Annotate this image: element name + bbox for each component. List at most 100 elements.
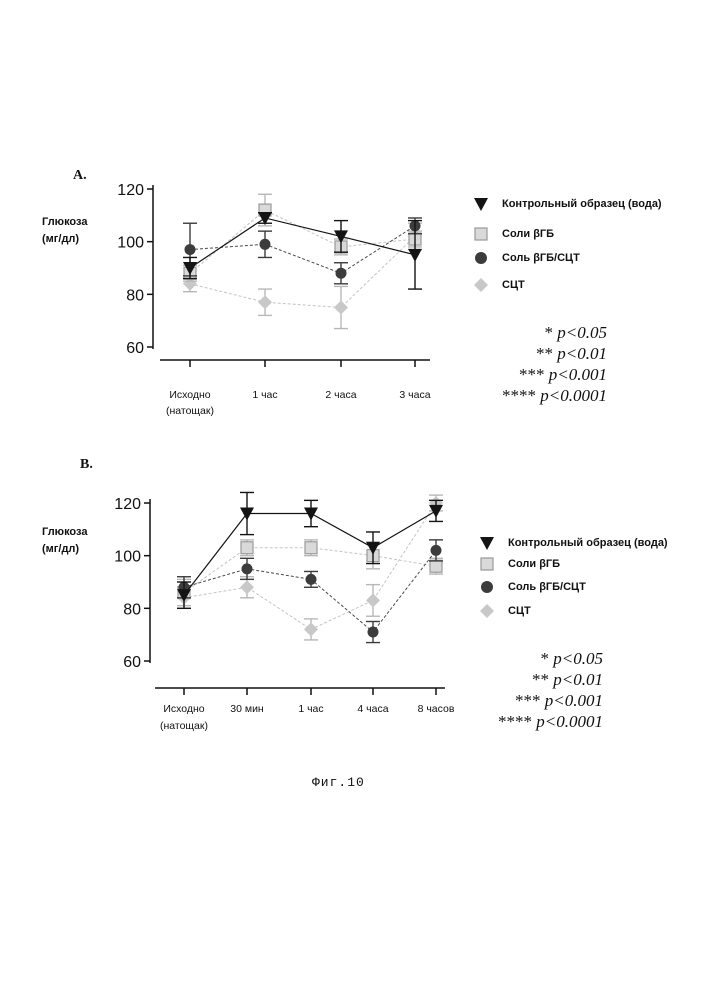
data-point-triangle-down	[240, 507, 254, 521]
significance-text: p<0.05	[557, 323, 607, 342]
data-point-triangle-down	[366, 541, 380, 555]
x-tick-label: 4 часа	[357, 703, 388, 715]
significance-stars: *	[540, 649, 550, 668]
significance-stars: **	[532, 670, 550, 689]
series-triangle-down	[183, 211, 422, 290]
data-point-triangle-down	[304, 507, 318, 521]
chart-panel-b: 60 80 100 120 Исходно (натощак) 30 мин 1 час 4 ч…	[114, 491, 455, 732]
panel-a-y-axis-title: Глюкоза (мг/дл)	[42, 214, 87, 248]
series-line	[189, 225, 416, 274]
series-line	[183, 547, 437, 593]
x-tick-label: Исходно	[169, 389, 210, 401]
series-line	[189, 209, 416, 274]
significance-row: *** p<0.001	[498, 690, 603, 711]
legend-label: Контрольный образец (вода)	[508, 537, 668, 549]
panel-a-legend-item-bhb-salts: Соли βГБ	[468, 226, 554, 242]
circle-icon	[468, 250, 494, 266]
data-point-triangle-down	[408, 248, 422, 262]
series-square	[177, 539, 443, 607]
figure-caption: Фиг.10	[312, 775, 365, 790]
legend-label: Контрольный образец (вода)	[502, 198, 662, 210]
significance-text: p<0.0001	[536, 712, 603, 731]
panel-a-y-axis-title-text: Глюкоза (мг/дл)	[42, 216, 88, 245]
legend-label: СЦТ	[508, 605, 531, 617]
significance-stars: ****	[502, 386, 537, 405]
significance-text: p<0.05	[553, 649, 603, 668]
data-point-diamond	[366, 593, 380, 608]
x-tick-label: 30 мин	[230, 703, 264, 715]
x-tick-label: 1 час	[298, 703, 323, 715]
data-point-triangle-down	[258, 211, 272, 225]
y-tick-label: 60	[123, 654, 141, 671]
data-point-diamond	[304, 622, 318, 637]
series-line	[189, 236, 416, 309]
data-point-circle	[305, 573, 317, 585]
legend-label: Соли βГБ	[508, 558, 561, 570]
panel-a-significance-key: * p<0.05 ** p<0.01 *** p<0.001 **** p<0.…	[502, 322, 607, 406]
panel-b-legend-item-bhb-mct: Соль βГБ/СЦТ	[474, 579, 586, 595]
panel-b-legend-item-bhb-salts: Соли βГБ	[474, 556, 560, 572]
series-line	[189, 217, 416, 269]
significance-stars: ***	[515, 691, 541, 710]
significance-row: *** p<0.001	[502, 364, 607, 385]
significance-row: **** p<0.0001	[502, 385, 607, 406]
x-tick-label: Исходно	[163, 703, 204, 715]
significance-text: p<0.001	[548, 365, 607, 384]
significance-row: * p<0.05	[498, 648, 603, 669]
significance-stars: *	[544, 323, 554, 342]
y-tick-label: 120	[114, 496, 141, 513]
y-tick-label: 60	[126, 340, 144, 357]
data-point-circle	[430, 544, 442, 556]
data-point-triangle-down	[334, 230, 348, 244]
chart-panel-a: 60 80 100 120 Исходно (натощак) 1 час 2 часа 3 ч…	[117, 182, 430, 417]
data-point-circle	[241, 563, 253, 575]
panel-b-y-axis-title: Глюкоза (мг/дл)	[42, 524, 87, 558]
x-tick-label: 2 часа	[325, 389, 356, 401]
panel-a-legend-item-control: Контрольный образец (вода)	[468, 196, 662, 212]
data-point-diamond	[183, 276, 197, 291]
x-tick-label: (натощак)	[166, 405, 214, 417]
panel-a-label: A.	[73, 168, 87, 183]
diamond-icon	[468, 277, 494, 293]
data-point-circle	[367, 626, 379, 638]
data-point-triangle-down	[429, 504, 443, 518]
significance-row: ** p<0.01	[502, 343, 607, 364]
x-tick-label: 3 часа	[399, 389, 430, 401]
y-tick-label: 120	[117, 182, 144, 199]
data-point-circle	[335, 267, 347, 279]
data-point-circle	[259, 238, 271, 250]
x-tick-label: (натощак)	[160, 720, 208, 732]
significance-text: p<0.001	[544, 691, 603, 710]
x-tick-label: 8 часов	[418, 703, 455, 715]
square-icon	[468, 226, 494, 242]
triangle-down-icon	[468, 196, 494, 212]
legend-label: СЦТ	[502, 279, 525, 291]
series-triangle-down	[177, 491, 443, 610]
x-tick-label: 1 час	[252, 389, 277, 401]
square-icon	[474, 556, 500, 572]
legend-label: Соль βГБ/СЦТ	[508, 581, 586, 593]
significance-text: p<0.01	[557, 344, 607, 363]
data-point-diamond	[258, 295, 272, 310]
panel-b-y-axis-title-text: Глюкоза (мг/дл)	[42, 526, 88, 555]
data-point-diamond	[240, 580, 254, 595]
y-tick-label: 80	[126, 287, 144, 304]
significance-stars: **	[536, 344, 554, 363]
data-point-square	[304, 541, 318, 555]
circle-icon	[474, 579, 500, 595]
series-circle	[183, 217, 422, 285]
y-tick-label: 100	[117, 235, 144, 252]
data-point-diamond	[334, 300, 348, 315]
y-tick-label: 80	[123, 601, 141, 618]
panel-b-legend-item-control: Контрольный образец (вода)	[474, 535, 668, 551]
legend-label: Соль βГБ/СЦТ	[502, 252, 580, 264]
significance-text: p<0.01	[553, 670, 603, 689]
data-point-triangle-down	[183, 262, 197, 275]
series-line	[183, 550, 437, 633]
series-diamond	[183, 222, 422, 330]
data-point-triangle-down	[177, 589, 191, 603]
significance-text: p<0.0001	[540, 386, 607, 405]
data-point-square	[240, 541, 254, 555]
significance-row: **** p<0.0001	[498, 711, 603, 732]
